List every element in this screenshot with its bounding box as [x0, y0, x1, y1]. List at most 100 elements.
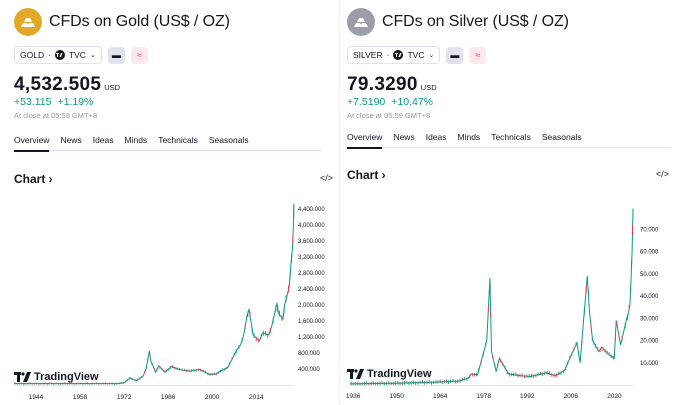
approx-button[interactable]: ≈ [469, 46, 487, 64]
y-tick-label: 30.000 [640, 316, 659, 322]
symbol-header: CFDs on Gold (US$ / OZ) [14, 8, 230, 36]
x-tick-label: 1936 [346, 393, 361, 400]
tab-ideas[interactable]: Ideas [425, 132, 447, 142]
minus-button[interactable]: ▬ [446, 46, 464, 64]
approx-icon: ≈ [136, 50, 142, 60]
y-tick-label: 2,000.000 [298, 303, 325, 309]
tab-overview[interactable]: Overview [14, 135, 50, 152]
tab-news[interactable]: News [393, 132, 415, 142]
change-percent: +1.19% [57, 96, 94, 108]
tab-technicals[interactable]: Technicals [158, 135, 198, 145]
source-row: SILVER · TVC ⌄ ▬ ≈ [347, 46, 487, 64]
tradingview-watermark: TradingView [14, 371, 99, 383]
page-title: CFDs on Gold (US$ / OZ) [49, 13, 230, 30]
watermark-text: TradingView [34, 371, 99, 383]
change-row: +53.115 +1.19% [14, 96, 93, 108]
embed-code-icon[interactable]: </> [320, 173, 334, 183]
page-title: CFDs on Silver (US$ / OZ) [382, 13, 569, 30]
x-tick-label: 1958 [73, 394, 88, 401]
x-tick-label: 1972 [117, 394, 132, 401]
y-tick-label: 2,400.000 [298, 287, 325, 293]
source-row: GOLD · TVC ⌄ ▬ ≈ [14, 46, 148, 64]
symbol-tabs: Overview News Ideas Minds Technicals Sea… [347, 132, 670, 149]
dash-icon: ▬ [450, 50, 460, 60]
close-time-note: At close at 05:59 GMT+8 [347, 111, 431, 120]
chevron-down-icon: ⌄ [428, 52, 435, 59]
approx-icon: ≈ [475, 50, 481, 60]
price-row: 79.3290 USD [347, 74, 437, 96]
tradingview-logo-icon [347, 369, 364, 379]
y-tick-label: 4,000.000 [298, 223, 325, 229]
tv-source-icon [393, 50, 404, 60]
y-tick-label: 3,600.000 [298, 239, 325, 245]
chart-heading-link[interactable]: Chart › [347, 168, 386, 182]
y-tick-label: 40.000 [640, 294, 659, 300]
symbol-source-dropdown[interactable]: GOLD · TVC ⌄ [14, 46, 102, 64]
symbol-source-dropdown[interactable]: SILVER · TVC ⌄ [347, 46, 441, 64]
change-row: +7.5190 +10.47% [347, 96, 433, 108]
approx-button[interactable]: ≈ [130, 46, 148, 64]
separator-dot: · [48, 50, 51, 60]
chart-heading-link[interactable]: Chart › [14, 172, 53, 186]
x-tick-label: 2014 [249, 394, 264, 401]
silver-panel: CFDs on Silver (US$ / OZ) SILVER · TVC ⌄… [340, 0, 680, 405]
silver-bars-icon [347, 8, 375, 36]
tab-minds[interactable]: Minds [124, 135, 148, 145]
dash-icon: ▬ [111, 50, 121, 60]
chevron-down-icon: ⌄ [89, 52, 96, 59]
change-absolute: +7.5190 [347, 96, 386, 108]
tradingview-logo-icon [14, 372, 31, 382]
gold-bars-icon [14, 8, 42, 36]
gold-price-chart[interactable]: 400.000 800.000 1,200.000 1,600.000 2,000.00… [0, 195, 340, 405]
chart-heading: Chart [347, 168, 379, 182]
close-time-note: At close at 05:59 GMT+8 [14, 111, 98, 120]
price-currency: USD [104, 83, 121, 92]
silver-price-chart[interactable]: 10.000 20.000 30.000 40.000 50.000 60.000 70.0… [340, 195, 680, 405]
x-tick-label: 1964 [433, 393, 448, 400]
y-tick-label: 800.000 [298, 351, 320, 357]
last-price: 4,532.505 [14, 74, 102, 95]
tab-seasonals[interactable]: Seasonals [208, 135, 249, 145]
change-percent: +10.47% [391, 96, 433, 108]
gold-panel: CFDs on Gold (US$ / OZ) GOLD · TVC ⌄ ▬ ≈… [0, 0, 340, 405]
minus-button[interactable]: ▬ [107, 46, 125, 64]
tab-overview[interactable]: Overview [347, 132, 383, 149]
price-line [14, 203, 295, 385]
tab-ideas[interactable]: Ideas [92, 135, 114, 145]
symbol-header: CFDs on Silver (US$ / OZ) [347, 8, 569, 36]
x-tick-label: 2006 [564, 393, 579, 400]
chart-heading: Chart [14, 172, 46, 186]
change-absolute: +53.115 [14, 96, 52, 108]
y-tick-label: 1,600.000 [298, 319, 325, 325]
symbol-code: GOLD [20, 50, 45, 60]
x-tick-label: 1944 [29, 394, 44, 401]
y-tick-label: 4,400.000 [298, 207, 325, 213]
last-price: 79.3290 [347, 74, 418, 95]
y-tick-label: 20.000 [640, 339, 659, 345]
price-line [349, 208, 634, 385]
tradingview-watermark: TradingView [347, 368, 432, 380]
tab-seasonals[interactable]: Seasonals [541, 132, 582, 142]
x-tick-label: 1950 [389, 393, 404, 400]
x-tick-label: 1992 [520, 393, 535, 400]
symbol-tabs: Overview News Ideas Minds Technicals Sea… [14, 135, 322, 152]
tab-technicals[interactable]: Technicals [491, 132, 531, 142]
x-tick-label: 2020 [607, 393, 622, 400]
y-tick-label: 400.000 [298, 367, 320, 373]
chevron-right-icon: › [378, 168, 386, 182]
embed-code-icon[interactable]: </> [656, 169, 670, 179]
tab-news[interactable]: News [60, 135, 82, 145]
y-tick-label: 70.000 [640, 227, 659, 233]
x-tick-label: 1986 [161, 394, 176, 401]
price-currency: USD [420, 83, 437, 92]
y-tick-label: 2,800.000 [298, 271, 325, 277]
separator-dot: · [386, 50, 390, 60]
source-name: TVC [407, 50, 425, 60]
y-tick-label: 50.000 [640, 272, 659, 278]
x-tick-label: 1978 [476, 393, 491, 400]
y-tick-label: 1,200.000 [298, 335, 325, 341]
tab-minds[interactable]: Minds [457, 132, 481, 142]
watermark-text: TradingView [367, 368, 432, 380]
symbol-code: SILVER [353, 50, 383, 60]
price-row: 4,532.505 USD [14, 74, 120, 96]
